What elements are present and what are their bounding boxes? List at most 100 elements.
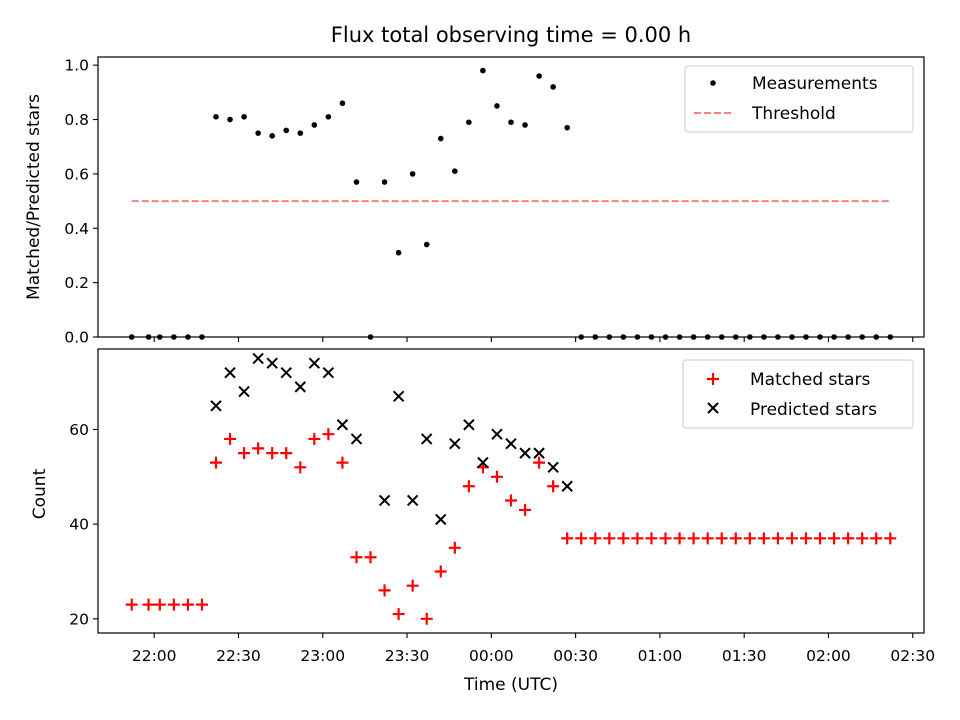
measurement-point — [311, 122, 318, 128]
top-ytick-label: 0.2 — [64, 274, 89, 292]
matched-star-point — [631, 532, 644, 545]
bottom-xtick-label: 22:30 — [216, 647, 261, 665]
predicted-star-point — [533, 447, 545, 459]
matched-star-point — [142, 598, 155, 611]
legend-label-threshold: Threshold — [751, 104, 836, 124]
matched-star-point — [715, 532, 728, 545]
matched-star-point — [673, 532, 686, 545]
measurement-point — [423, 241, 430, 248]
x-axis-label: Time (UTC) — [463, 675, 558, 695]
bottom-xtick-label: 01:30 — [722, 647, 767, 665]
measurement-point — [395, 249, 402, 256]
measurement-point — [480, 67, 486, 74]
predicted-star-point — [463, 419, 475, 431]
measurement-point — [550, 84, 556, 90]
bottom-xtick-label: 00:30 — [553, 647, 598, 665]
matched-star-point — [561, 532, 574, 545]
predicted-star-point — [322, 366, 335, 379]
matched-star-point — [420, 612, 433, 625]
predicted-star-point — [308, 357, 321, 369]
matched-star-point — [406, 579, 419, 592]
top-y-axis-label: Matched/Predicted stars — [24, 94, 44, 300]
matched-star-point — [308, 432, 321, 445]
bottom-y-axis: 20 40 60 — [69, 421, 98, 628]
predicted-star-point — [336, 419, 349, 431]
measurement-point — [859, 334, 865, 340]
measurement-point — [803, 334, 809, 340]
measurement-point — [761, 334, 767, 340]
bottom-plot-marks — [125, 352, 897, 625]
measurement-point — [508, 119, 514, 126]
top-plot-marks — [128, 67, 894, 340]
measurement-point — [269, 133, 275, 139]
measurement-point — [522, 122, 528, 128]
matched-star-point — [378, 584, 391, 597]
predicted-star-point — [294, 381, 306, 393]
measurement-point — [634, 334, 641, 340]
predicted-star-point — [435, 513, 447, 526]
matched-star-point — [814, 532, 827, 545]
measurement-point — [718, 334, 725, 340]
matched-star-point — [336, 456, 349, 469]
measurement-point — [789, 334, 795, 340]
matched-star-point — [645, 532, 658, 545]
bottom-xtick-label: 00:00 — [469, 647, 514, 665]
measurement-point — [887, 334, 894, 340]
measurement-point — [775, 334, 781, 340]
bottom-ytick-label: 20 — [69, 610, 89, 628]
measurement-point — [185, 334, 191, 340]
bottom-x-axis: 22:00 22:30 23:00 23:30 00:00 00:30 01:00 01:30… — [132, 633, 935, 665]
bottom-xtick-label: 01:00 — [638, 647, 683, 665]
bottom-xtick-label: 23:00 — [300, 647, 345, 665]
predicted-star-point — [210, 400, 222, 412]
top-x-axis — [153, 337, 914, 342]
measurement-point — [690, 334, 697, 340]
matched-star-point — [210, 456, 222, 469]
matched-star-point — [659, 532, 672, 545]
top-plot-area — [97, 56, 925, 338]
measurement-point — [817, 334, 823, 340]
matched-star-point — [870, 532, 883, 545]
measurement-point — [676, 334, 683, 340]
matched-star-point — [392, 608, 405, 621]
matched-star-point — [603, 532, 616, 545]
legend-label-matched-stars: Matched stars — [750, 370, 870, 390]
predicted-star-point — [505, 437, 517, 450]
measurement-point — [353, 179, 360, 185]
measurement-point — [367, 334, 374, 340]
measurement-point — [255, 130, 261, 136]
predicted-star-point — [224, 366, 236, 379]
top-y-axis: 0.0 0.2 0.4 0.6 0.8 1.0 — [64, 57, 98, 347]
predicted-star-point — [266, 357, 278, 369]
measurement-point — [536, 73, 542, 79]
top-ytick-label: 0.0 — [64, 329, 89, 347]
measurement-point — [213, 114, 219, 120]
top-legend: Measurements Threshold — [684, 65, 914, 133]
measurement-point — [283, 127, 290, 134]
measurement-point — [381, 179, 388, 185]
matched-star-point — [575, 532, 588, 545]
matched-star-point — [195, 598, 208, 611]
measurement-point — [339, 100, 346, 107]
matched-star-point — [125, 598, 138, 611]
matched-star-point — [266, 447, 279, 460]
matched-star-point — [490, 470, 503, 483]
top-ytick-label: 0.4 — [64, 220, 89, 238]
matched-star-point — [743, 532, 756, 545]
measurement-point — [241, 114, 247, 120]
measurement-point — [494, 103, 500, 109]
measurement-point — [452, 168, 458, 174]
matched-star-point — [785, 532, 798, 545]
measurement-point — [564, 124, 570, 131]
bottom-xtick-label: 22:00 — [132, 647, 177, 665]
bottom-xtick-label: 23:30 — [385, 647, 430, 665]
top-legend-box — [684, 65, 914, 133]
measurement-point — [325, 114, 332, 120]
legend-label-measurements: Measurements — [752, 74, 878, 94]
predicted-star-point — [238, 385, 250, 398]
measurement-point — [704, 334, 711, 340]
bottom-legend-box — [682, 359, 914, 429]
measurement-point — [578, 334, 585, 340]
bottom-plot-area — [97, 348, 925, 634]
matched-star-point — [617, 532, 630, 545]
